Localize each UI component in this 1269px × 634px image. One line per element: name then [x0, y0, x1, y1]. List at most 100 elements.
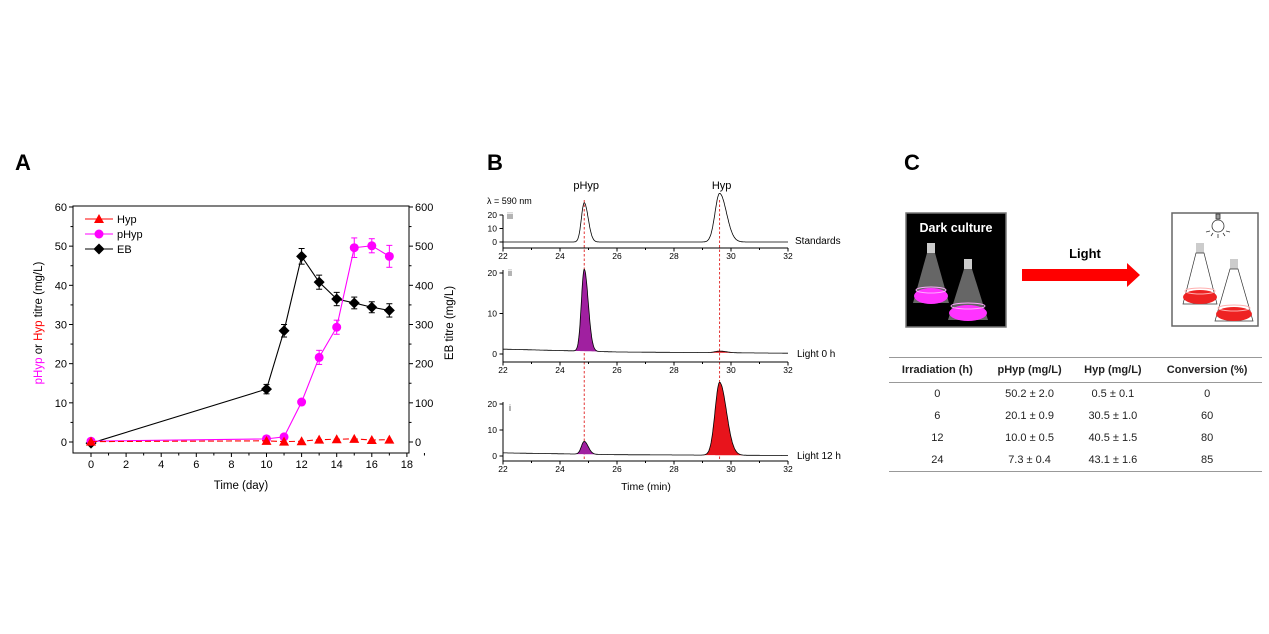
- column-header: Irradiation (h): [889, 357, 986, 383]
- chromatogram-iii: 22 24 26 28 30 32 0 10 20 iii Standards: [488, 193, 841, 261]
- x-tick-label: 22: [498, 365, 508, 375]
- table-header-row: Irradiation (h) pHyp (mg/L) Hyp (mg/L) C…: [889, 357, 1262, 383]
- trace-name-label: Light 12 h: [797, 451, 841, 462]
- table-cell: 80: [1201, 432, 1214, 444]
- x-tick-label: 16: [366, 459, 378, 471]
- data-point: [349, 433, 360, 443]
- data-point: [279, 436, 290, 446]
- y-tick-label: 40: [55, 280, 67, 292]
- peak-area: [694, 382, 753, 456]
- y2-tick-label: 400: [415, 280, 433, 292]
- column-header: Conversion (%): [1152, 357, 1262, 383]
- conversion-table: Irradiation (h) pHyp (mg/L) Hyp (mg/L) C…: [889, 357, 1262, 472]
- flask-icon: [1182, 243, 1218, 305]
- x-tick-label: 22: [498, 251, 508, 261]
- panel-a-chart: 0 2 4 6 8 10 12 14 16 180102030405060010020030040…: [33, 202, 456, 492]
- data-point: [331, 293, 343, 305]
- y-axis-label-part: pHyp: [33, 358, 45, 385]
- legend-label: Hyp: [117, 214, 137, 226]
- y-tick-label: 0: [492, 349, 497, 359]
- data-point: [384, 251, 394, 261]
- data-point: [367, 241, 377, 251]
- peak-label: Hyp: [712, 180, 732, 192]
- table-cell: 85: [1152, 449, 1262, 472]
- y-tick-label: 0: [61, 437, 67, 449]
- x-tick-label: 2: [123, 459, 129, 471]
- series-phyp: [86, 237, 394, 446]
- trace-id-label: iii: [507, 211, 513, 221]
- y-tick-label: 20: [488, 210, 498, 220]
- flask-icon: [1214, 259, 1254, 322]
- table-cell: 43.1 ± 1.6: [1073, 449, 1153, 472]
- dark-culture-label: Dark culture: [920, 221, 993, 235]
- data-point: [366, 435, 377, 445]
- legend-label: pHyp: [117, 229, 143, 241]
- table-cell: 40.5 ± 1.5: [1088, 432, 1138, 444]
- y2-tick-label: 0: [415, 437, 421, 449]
- y-tick-label: 10: [488, 425, 498, 435]
- x-tick-label: 28: [669, 464, 679, 474]
- data-point: [297, 397, 307, 407]
- legend-marker: [93, 243, 105, 255]
- data-point: [313, 276, 325, 288]
- data-point: [349, 243, 359, 253]
- legend-marker: [94, 214, 104, 223]
- y-axis-label: pHyp or Hyp titre (mg/L): [33, 261, 45, 384]
- y-tick-label: 10: [55, 398, 67, 410]
- trace-name-label: Light 0 h: [797, 349, 835, 360]
- table-row: 12 10.0 ± 0.5 40.5 ± 1.5 80: [889, 427, 1262, 449]
- x-tick-label: 14: [331, 459, 343, 471]
- x-tick-label: 4: [158, 459, 164, 471]
- y2-tick-label: 600: [415, 202, 433, 214]
- y-tick-label: 30: [55, 319, 67, 331]
- column-header: pHyp (mg/L): [985, 357, 1074, 383]
- data-point: [261, 383, 272, 395]
- legend: Hyp pHyp EB: [85, 214, 143, 256]
- table-cell: 50.2 ± 2.0: [1005, 388, 1054, 400]
- series-hyp: [86, 433, 395, 446]
- peak-area: [571, 441, 601, 455]
- table-cell: 6: [934, 410, 941, 422]
- x-tick-label: 32: [783, 464, 793, 474]
- peak-area: [694, 351, 753, 353]
- data-point: [86, 436, 96, 446]
- plot-frame: [72, 205, 410, 454]
- y-tick-label: 0: [492, 451, 497, 461]
- data-point: [314, 352, 324, 362]
- y-tick-label: 20: [55, 359, 67, 371]
- flask-icon: [913, 243, 949, 304]
- panel-c-illustration: Dark culture Light: [905, 212, 1259, 328]
- data-point: [278, 325, 290, 337]
- arrow-icon: [1022, 263, 1140, 287]
- series-eb: [85, 248, 395, 449]
- x-tick-label: 32: [783, 365, 793, 375]
- panel-label-b: B: [487, 150, 503, 175]
- y-axis-label-part: Hyp: [33, 320, 45, 340]
- peak-area: [571, 269, 601, 352]
- wavelength-annotation: λ = 590 nm: [487, 196, 532, 206]
- table-cell: 12: [931, 432, 944, 444]
- x-tick-label: 10: [260, 459, 272, 471]
- data-point: [366, 301, 378, 313]
- data-point: [383, 304, 395, 316]
- flask-icon: [948, 259, 988, 321]
- x-tick-label: 30: [726, 251, 736, 261]
- chromatogram-i: 22 24 26 28 30 32 0 10 20 i Light 12 h: [488, 382, 841, 474]
- x-tick-label: 32: [783, 251, 793, 261]
- table-row: 0 50.2 ± 2.0 0.5 ± 0.1 0: [889, 383, 1262, 406]
- data-point: [261, 435, 272, 445]
- x-tick-label: 24: [555, 251, 565, 261]
- legend-marker: [94, 229, 104, 239]
- column-header: Hyp (mg/L): [1073, 357, 1153, 383]
- y-tick-label: 60: [55, 202, 67, 214]
- y-tick-label: 0: [492, 237, 497, 247]
- trace-name-label: Standards: [795, 236, 841, 247]
- table-row: 6 20.1 ± 0.9 30.5 ± 1.0 60: [889, 405, 1262, 427]
- table-row: 24 7.3 ± 0.4 43.1 ± 1.6 85: [889, 449, 1262, 472]
- series-line: [90, 245, 390, 442]
- x-tick-label: 24: [555, 365, 565, 375]
- table-cell: 0: [934, 388, 941, 400]
- trace-id-label: i: [509, 403, 511, 413]
